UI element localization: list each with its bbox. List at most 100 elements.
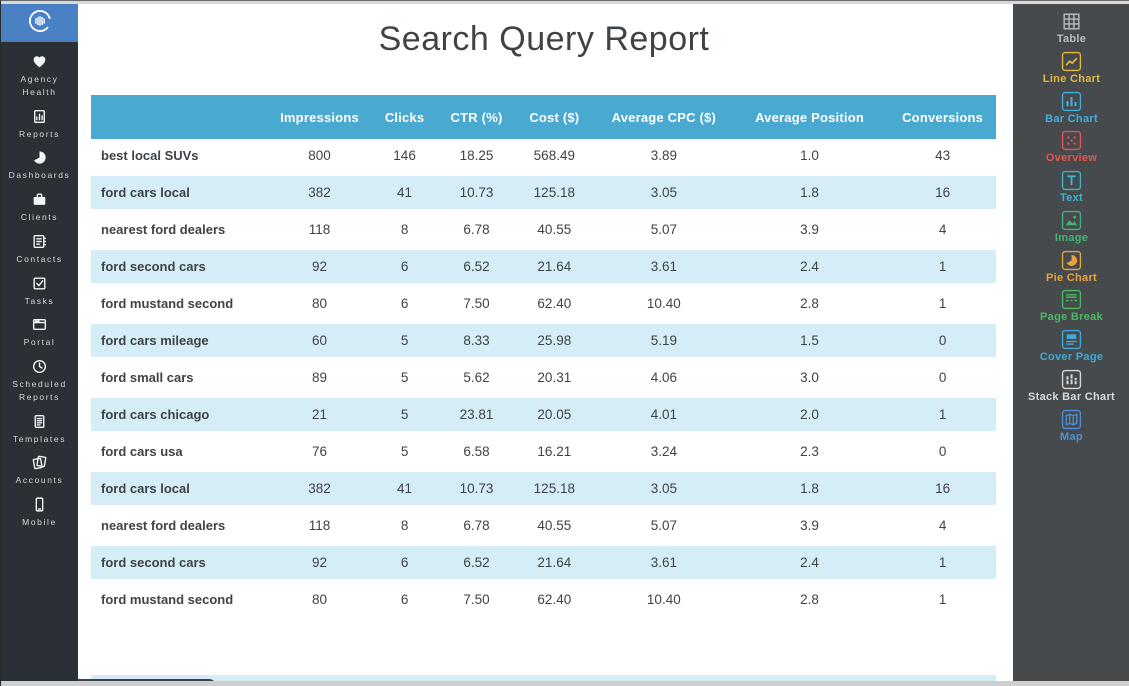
metric-cell: 89: [272, 361, 368, 398]
table-row: best local SUVs 800 146 18.25 568.49 3.89 1.0 4…: [91, 139, 996, 176]
contact-book-icon: [31, 233, 48, 250]
sidebar-item-label: Templates: [12, 433, 67, 444]
sidebar-item-label: Dashboards: [8, 170, 71, 181]
sidebar-item-accounts[interactable]: Accounts: [1, 454, 78, 487]
column-header-cost: Cost ($): [510, 95, 598, 139]
metric-cell: 1.0: [729, 139, 890, 176]
table-row: ford cars usa 76 5 6.58 16.21 3.24 2.3 0: [91, 435, 996, 472]
table-row: ford cars mileage 60 5 8.33 25.98 5.19 1.5 0: [91, 324, 996, 361]
query-cell: ford cars usa: [91, 435, 272, 472]
sidebar-item-reports[interactable]: Reports: [1, 108, 78, 141]
sidebar-item-contacts[interactable]: Contacts: [1, 233, 78, 266]
metric-cell: 1: [889, 250, 996, 287]
image-icon: [1061, 210, 1082, 231]
metric-cell: 92: [272, 250, 368, 287]
widget-item-label: Overview: [1045, 152, 1098, 165]
metric-cell: 6: [367, 583, 443, 620]
widget-item-label: Stack Bar Chart: [1027, 390, 1116, 403]
bottom-strip: [1, 681, 1129, 686]
widget-item-page-break[interactable]: Page Break: [1040, 289, 1103, 325]
metric-cell: 1: [889, 546, 996, 583]
page-break-icon: [1061, 289, 1082, 310]
pie-chart-icon: [1061, 250, 1082, 271]
sidebar-item-scheduled-reports[interactable]: Scheduled Reports: [1, 358, 78, 404]
metric-cell: 125.18: [510, 176, 598, 213]
sidebar-item-portal[interactable]: Portal: [1, 316, 78, 349]
sidebar-item-label: Reports: [19, 128, 60, 139]
column-header-average-position: Average Position: [729, 95, 890, 139]
metric-cell: 8: [367, 213, 443, 250]
widget-item-label: Line Chart: [1042, 72, 1101, 85]
metric-cell: 5.07: [597, 509, 730, 546]
column-header-query: [91, 95, 272, 139]
table-header-row: Impressions Clicks CTR (%) Cost ($) Aver…: [91, 95, 996, 139]
metric-cell: 1.5: [729, 324, 890, 361]
widget-item-table[interactable]: Table: [1057, 11, 1086, 47]
metric-cell: 3.9: [729, 213, 890, 250]
sidebar-item-agency-health[interactable]: Agency Health: [1, 53, 78, 99]
metric-cell: 3.61: [597, 250, 730, 287]
brand-logo[interactable]: [1, 4, 78, 42]
metric-cell: 80: [272, 287, 368, 324]
circular-bars-logo: [27, 8, 53, 39]
metric-cell: 6.78: [442, 509, 511, 546]
metric-cell: 382: [272, 472, 368, 509]
table-row: ford cars local 382 41 10.73 125.18 3.05 1.8 16: [91, 472, 996, 509]
column-header-conversions: Conversions: [889, 95, 996, 139]
widget-item-label: Image: [1054, 231, 1089, 244]
metric-cell: 5.07: [597, 213, 730, 250]
metric-cell: 1: [889, 398, 996, 435]
cover-page-icon: [1061, 329, 1082, 350]
widget-item-label: Cover Page: [1039, 351, 1104, 363]
metric-cell: 6: [367, 250, 443, 287]
metric-cell: 5: [367, 398, 443, 435]
widget-item-line-chart[interactable]: Line Chart: [1043, 51, 1100, 87]
table-widget-icon: [1061, 11, 1082, 32]
metric-cell: 1.8: [729, 472, 890, 509]
widget-item-map[interactable]: Map: [1060, 409, 1083, 445]
widget-item-text[interactable]: Text: [1060, 170, 1083, 206]
sidebar-item-mobile[interactable]: Mobile: [1, 496, 78, 529]
column-header-average-cpc: Average CPC ($): [597, 95, 730, 139]
metric-cell: 0: [889, 361, 996, 398]
widget-item-cover-page[interactable]: Cover Page: [1040, 329, 1104, 365]
sidebar-item-dashboards[interactable]: Dashboards: [1, 149, 78, 182]
metric-cell: 16: [889, 472, 996, 509]
metric-cell: 125.18: [510, 472, 598, 509]
bar-chart-icon: [1061, 91, 1082, 112]
metric-cell: 3.89: [597, 139, 730, 176]
metric-cell: 20.31: [510, 361, 598, 398]
report-document-icon: [31, 108, 48, 125]
widget-item-bar-chart[interactable]: Bar Chart: [1045, 91, 1098, 127]
metric-cell: 5: [367, 435, 443, 472]
line-chart-icon: [1061, 51, 1082, 72]
metric-cell: 62.40: [510, 287, 598, 324]
widget-item-pie-chart[interactable]: Pie Chart: [1046, 250, 1097, 286]
clock-icon: [31, 358, 48, 375]
widget-item-label: Pie Chart: [1046, 271, 1097, 284]
query-cell: best local SUVs: [91, 139, 272, 176]
sidebar-item-label: Tasks: [24, 295, 55, 306]
metric-cell: 40.55: [510, 213, 598, 250]
metric-cell: 8.33: [442, 324, 511, 361]
sidebar-nav: Agency Health Reports Dashboards Clients Con…: [1, 42, 78, 529]
widget-item-label: Table: [1056, 33, 1087, 45]
metric-cell: 3.9: [729, 509, 890, 546]
overview-dots-icon: [1061, 130, 1082, 151]
sidebar-item-clients[interactable]: Clients: [1, 191, 78, 224]
sidebar-item-templates[interactable]: Templates: [1, 413, 78, 446]
widget-item-image[interactable]: Image: [1055, 210, 1088, 246]
briefcase-icon: [31, 191, 48, 208]
widget-item-overview[interactable]: Overview: [1046, 130, 1097, 166]
metric-cell: 62.40: [510, 583, 598, 620]
table-row: ford cars local 382 41 10.73 125.18 3.05 1.8 16: [91, 176, 996, 213]
metric-cell: 41: [367, 472, 443, 509]
widget-item-stack-bar-chart[interactable]: Stack Bar Chart: [1028, 369, 1115, 405]
sidebar-item-tasks[interactable]: Tasks: [1, 275, 78, 308]
query-cell: ford mustand second: [91, 583, 272, 620]
widget-panel: Table Line Chart Bar Chart Overview Text Imag…: [1013, 4, 1129, 682]
sidebar-item-label: Scheduled Reports: [12, 379, 67, 402]
metric-cell: 41: [367, 176, 443, 213]
column-header-ctr: CTR (%): [442, 95, 511, 139]
